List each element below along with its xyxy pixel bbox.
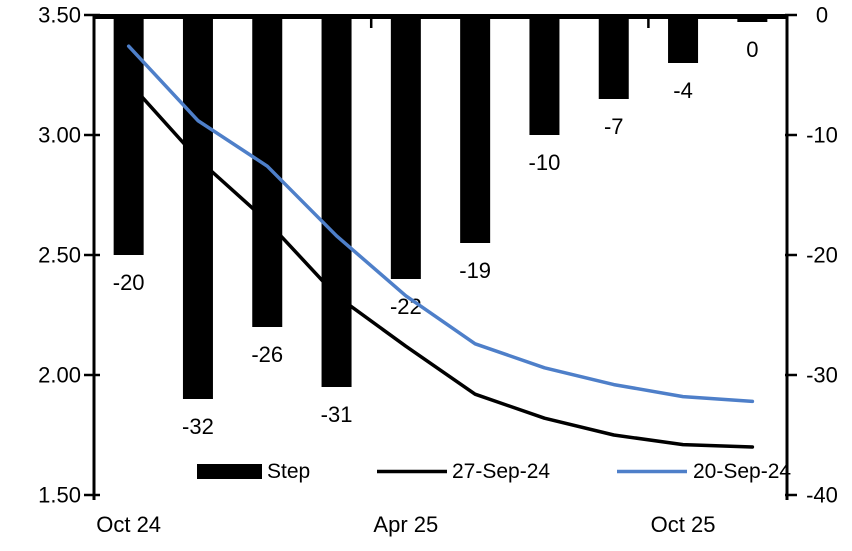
bar-step-7 xyxy=(598,17,629,99)
bar-data-label-2: -26 xyxy=(251,342,283,367)
line-series-20-sep-24 xyxy=(126,44,755,404)
left-axis-label-2: 2.50 xyxy=(38,243,81,268)
bar-step-0 xyxy=(113,17,144,255)
right-axis-label-3: -30 xyxy=(806,363,838,388)
bar-step-1 xyxy=(182,17,213,399)
legend-label-1: 27-Sep-24 xyxy=(452,460,550,483)
bar-data-label-5: -19 xyxy=(459,258,491,283)
x-axis-label-1: Apr 25 xyxy=(373,512,438,537)
bar-data-label-6: -10 xyxy=(529,150,561,175)
line-series-27-sep-24 xyxy=(126,80,755,449)
bar-step-9 xyxy=(737,17,768,22)
right-axis-label-4: -40 xyxy=(806,483,838,508)
bar-data-label-1: -32 xyxy=(182,414,214,439)
bar-data-label-0: -20 xyxy=(113,270,145,295)
x-axis-label-0: Oct 24 xyxy=(96,512,161,537)
right-axis-label-1: -10 xyxy=(806,123,838,148)
legend-label-0: Step xyxy=(267,460,310,483)
left-axis-label-4: 1.50 xyxy=(38,483,81,508)
bar-step-4 xyxy=(390,17,421,279)
right-axis-label-2: -20 xyxy=(806,243,838,268)
bar-step-3 xyxy=(321,17,352,387)
bar-step-2 xyxy=(252,17,283,327)
bar-data-label-3: -31 xyxy=(321,402,353,427)
right-axis-label-0: 0 xyxy=(816,3,828,28)
x-axis-label-2: Oct 25 xyxy=(651,512,716,537)
bar-step-5 xyxy=(460,17,491,243)
bar-step-6 xyxy=(529,17,560,135)
left-axis-label-3: 2.00 xyxy=(38,363,81,388)
bar-data-label-7: -7 xyxy=(604,114,624,139)
bar-data-label-8: -4 xyxy=(673,78,693,103)
left-axis-label-1: 3.00 xyxy=(38,123,81,148)
legend-swatch-0 xyxy=(197,464,262,479)
legend-label-2: 20-Sep-24 xyxy=(693,460,791,483)
left-axis-label-0: 3.50 xyxy=(38,3,81,28)
bar-data-label-9: 0 xyxy=(746,37,758,62)
bar-data-label-4: -22 xyxy=(390,294,422,319)
bar-step-8 xyxy=(668,17,699,63)
